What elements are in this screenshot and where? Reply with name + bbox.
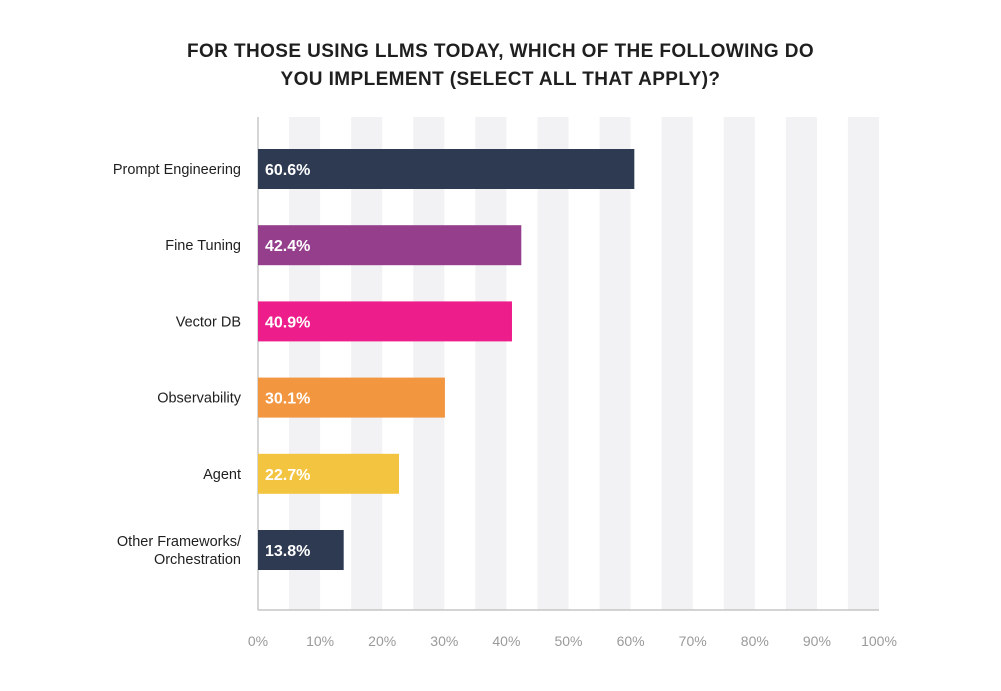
x-tick-label: 80%	[741, 633, 769, 649]
data-label: 60.6%	[265, 162, 310, 179]
x-tick-label: 60%	[617, 633, 645, 649]
category-label: Vector DB	[176, 314, 241, 330]
grid-band	[723, 117, 755, 610]
x-tick-label: 30%	[430, 633, 458, 649]
category-label: Fine Tuning	[165, 238, 241, 254]
chart-title-line: FOR THOSE USING LLMS TODAY, WHICH OF THE…	[186, 41, 815, 62]
grid-band	[599, 117, 631, 610]
bar	[258, 453, 399, 494]
category-label: Agent	[203, 467, 241, 483]
data-label: 22.7%	[265, 467, 310, 484]
chart-title-line: YOU IMPLEMENT (SELECT ALL THAT APPLY)?	[280, 69, 721, 90]
x-tick-label: 100%	[861, 633, 897, 649]
x-tick-label: 50%	[554, 633, 582, 649]
category-label: Orchestration	[154, 552, 241, 568]
bar	[258, 301, 512, 342]
data-label: 42.4%	[265, 238, 310, 255]
data-label: 30.1%	[265, 391, 310, 408]
x-tick-label: 20%	[368, 633, 396, 649]
category-label: Other Frameworks/	[117, 534, 242, 550]
x-tick-label: 0%	[248, 633, 268, 649]
bar	[258, 377, 445, 418]
bar	[258, 225, 522, 266]
grid-band	[475, 117, 507, 610]
category-label: Prompt Engineering	[113, 162, 241, 178]
grid-band	[785, 117, 817, 610]
x-tick-label: 90%	[803, 633, 831, 649]
grid-band	[351, 117, 383, 610]
x-tick-label: 70%	[679, 633, 707, 649]
category-label: Observability	[157, 391, 242, 407]
grid-band	[537, 117, 569, 610]
x-tick-label: 40%	[492, 633, 520, 649]
bar	[258, 530, 344, 570]
bar	[258, 149, 635, 189]
grid-band	[413, 117, 445, 610]
grid-band	[289, 117, 321, 610]
chart-title: FOR THOSE USING LLMS TODAY, WHICH OF THE…	[0, 38, 1001, 94]
grid-band	[847, 117, 879, 610]
data-label: 40.9%	[265, 314, 310, 331]
x-tick-label: 10%	[306, 633, 334, 649]
grid-band	[661, 117, 693, 610]
data-label: 13.8%	[265, 543, 310, 560]
